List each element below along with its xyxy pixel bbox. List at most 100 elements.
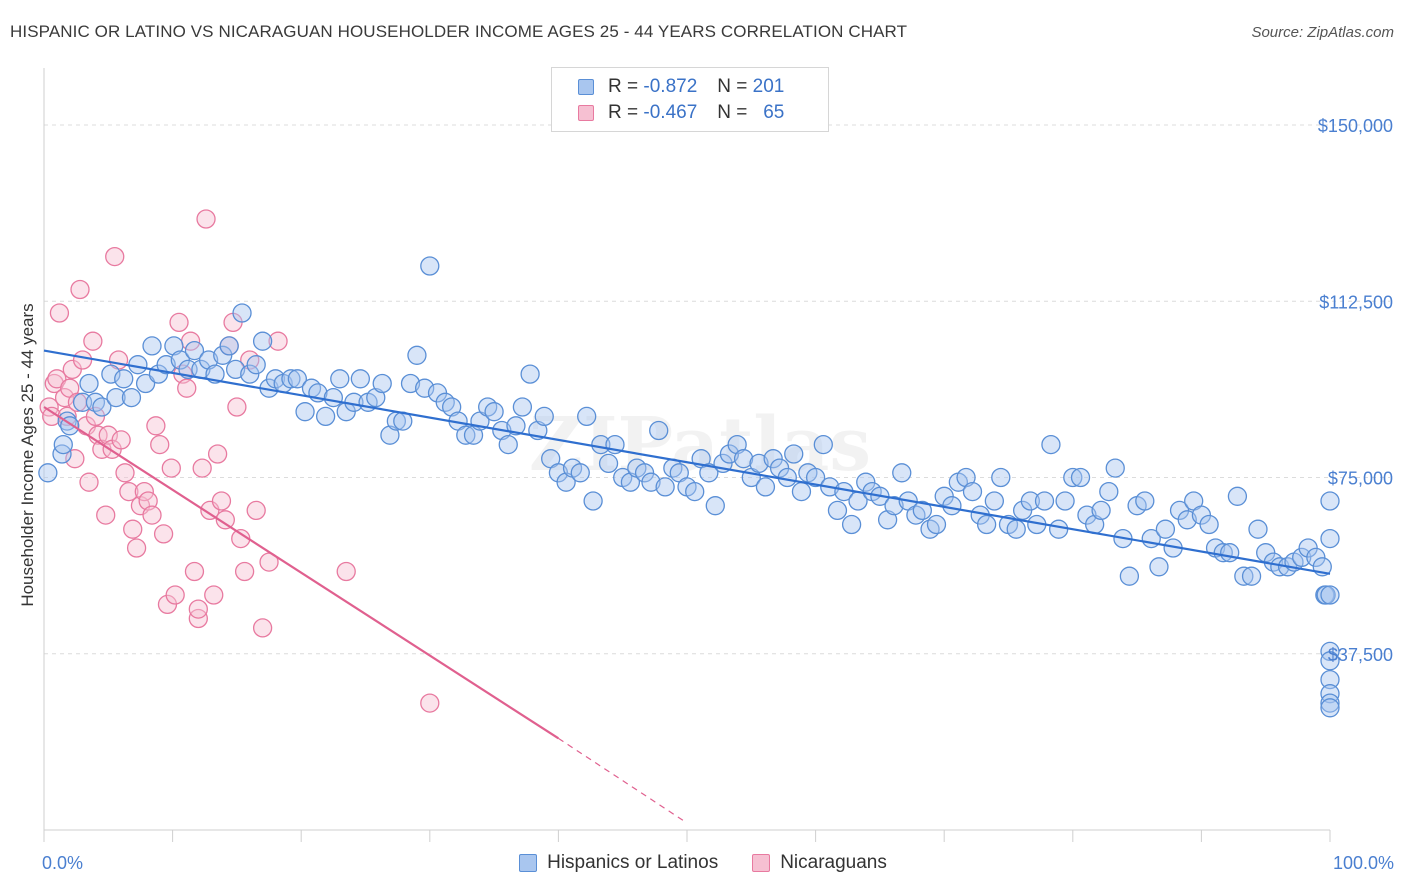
data-point bbox=[161, 458, 181, 478]
data-point bbox=[856, 472, 876, 492]
y-tick-label: $150,000 bbox=[1318, 116, 1393, 136]
data-point bbox=[649, 420, 669, 441]
data-point bbox=[281, 369, 301, 389]
data-point bbox=[506, 416, 526, 436]
data-point bbox=[213, 345, 233, 365]
data-point bbox=[211, 491, 232, 511]
trend-line-hispanics bbox=[43, 349, 1331, 575]
data-point bbox=[456, 425, 476, 445]
data-point bbox=[268, 331, 288, 351]
trend-line-nicaraguans bbox=[43, 406, 559, 740]
data-point bbox=[1320, 698, 1340, 718]
data-point bbox=[1155, 519, 1176, 539]
data-point bbox=[1227, 486, 1248, 506]
data-point bbox=[366, 387, 386, 408]
data-point bbox=[42, 406, 62, 427]
data-point bbox=[123, 519, 143, 539]
legend-swatch-blue bbox=[519, 854, 538, 872]
data-point bbox=[380, 425, 400, 445]
data-point bbox=[685, 481, 705, 502]
data-point bbox=[1020, 491, 1041, 511]
data-point bbox=[1135, 491, 1155, 511]
data-point bbox=[53, 434, 73, 455]
data-point bbox=[1199, 514, 1219, 535]
data-point bbox=[207, 444, 228, 464]
data-point bbox=[252, 331, 273, 351]
data-point bbox=[177, 378, 197, 398]
grid-lines bbox=[44, 124, 1390, 655]
data-point bbox=[142, 505, 162, 525]
data-point bbox=[153, 524, 174, 544]
data-point bbox=[1119, 566, 1140, 586]
legend-row-nicaraguans: R = -0.467 N = 65 bbox=[578, 101, 784, 125]
data-point bbox=[350, 369, 371, 389]
data-point bbox=[892, 463, 912, 483]
legend-item-hispanics[interactable]: Hispanics or Latinos bbox=[519, 852, 718, 874]
legend-swatch-pink bbox=[752, 854, 771, 872]
y-tick-label: $112,500 bbox=[1319, 292, 1393, 312]
data-point bbox=[1241, 566, 1262, 586]
data-point bbox=[634, 463, 655, 483]
y-tick-label: $75,000 bbox=[1328, 469, 1393, 489]
data-point bbox=[196, 209, 216, 229]
data-point bbox=[165, 585, 185, 605]
source-label: Source: ZipAtlas.com bbox=[1251, 24, 1394, 41]
data-point bbox=[442, 397, 462, 417]
data-point bbox=[70, 279, 90, 300]
data-point bbox=[705, 496, 725, 516]
data-point bbox=[1320, 585, 1340, 605]
data-point bbox=[1041, 434, 1061, 455]
data-point bbox=[252, 618, 273, 638]
chart-title: HISPANIC OR LATINO VS NICARAGUAN HOUSEHO… bbox=[10, 22, 908, 41]
data-point bbox=[142, 336, 162, 356]
data-point bbox=[512, 397, 533, 417]
data-point bbox=[583, 491, 603, 511]
n-label: N = bbox=[717, 76, 748, 97]
data-point bbox=[991, 467, 1011, 488]
data-point bbox=[420, 693, 440, 713]
data-point bbox=[1105, 458, 1125, 478]
data-point bbox=[984, 491, 1005, 511]
trend-lines bbox=[43, 349, 1331, 824]
legend-item-nicaraguans[interactable]: Nicaraguans bbox=[752, 852, 887, 874]
data-point bbox=[150, 434, 170, 455]
data-point bbox=[1248, 519, 1268, 539]
data-point bbox=[126, 538, 147, 558]
data-point bbox=[1149, 557, 1169, 577]
data-point bbox=[534, 406, 554, 427]
data-point bbox=[38, 463, 58, 483]
series-nicaraguans bbox=[39, 209, 440, 713]
data-point bbox=[72, 350, 93, 370]
data-point bbox=[92, 397, 112, 417]
data-point bbox=[1292, 547, 1312, 568]
data-point bbox=[956, 467, 976, 488]
data-point bbox=[287, 369, 307, 389]
data-point bbox=[926, 514, 947, 535]
data-point bbox=[146, 416, 166, 436]
data-point bbox=[912, 500, 932, 521]
data-point bbox=[1099, 481, 1119, 502]
data-point bbox=[942, 496, 962, 516]
data-point bbox=[215, 510, 235, 530]
data-point bbox=[1070, 467, 1091, 488]
data-point bbox=[164, 336, 184, 356]
data-point bbox=[246, 355, 266, 375]
data-point bbox=[234, 561, 255, 582]
data-point bbox=[295, 402, 315, 422]
data-point bbox=[1320, 693, 1340, 713]
data-point bbox=[184, 340, 205, 361]
data-point bbox=[323, 387, 344, 408]
data-point bbox=[1055, 491, 1075, 511]
axes bbox=[43, 68, 1331, 842]
series-hispanics bbox=[38, 256, 1340, 718]
data-point bbox=[184, 561, 205, 582]
data-point bbox=[520, 364, 540, 384]
data-point bbox=[246, 500, 266, 521]
data-point bbox=[169, 312, 189, 333]
series-legend: Hispanics or Latinos Nicaraguans bbox=[0, 852, 1406, 874]
r-value: -0.872 bbox=[643, 76, 698, 97]
data-point bbox=[877, 510, 898, 530]
data-point bbox=[240, 364, 260, 384]
data-point bbox=[784, 444, 804, 464]
data-point bbox=[1091, 500, 1111, 521]
